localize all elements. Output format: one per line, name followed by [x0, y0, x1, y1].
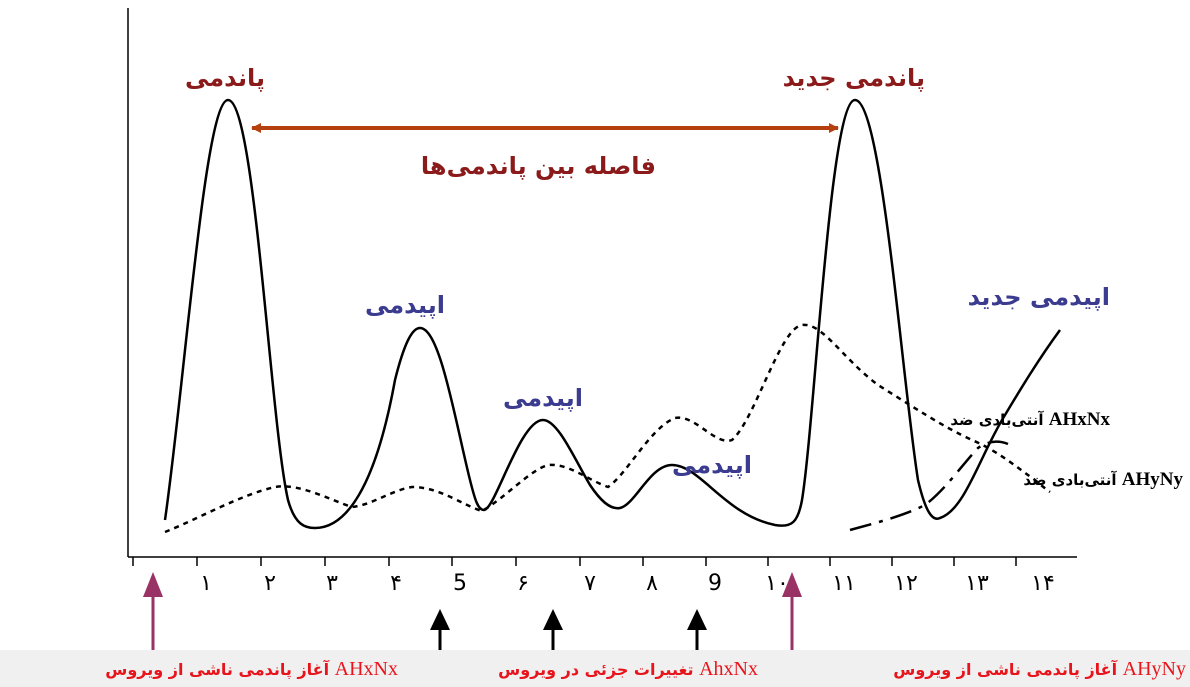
- minor-change-arrow-1: [430, 609, 450, 650]
- incidence-curve: [163, 98, 1062, 530]
- epidemic-label-2: اپیدمی: [503, 384, 583, 412]
- legend-right-code: AHyNy: [1123, 658, 1186, 680]
- legend-middle-code: AhxNx: [699, 658, 758, 680]
- legend-middle: تغییرات جزئی در ویروس AhxNx: [498, 658, 758, 680]
- legend-middle-text: تغییرات جزئی در ویروس: [498, 660, 699, 679]
- legend-left-text: آغاز پاندمی ناشی از ویروس: [105, 659, 334, 680]
- legend-left-code: AHxNx: [335, 658, 398, 680]
- tick-label: ۱۰: [765, 571, 789, 596]
- tick-label: ۲: [264, 571, 276, 596]
- epidemic-label-3: اپیدمی: [672, 451, 752, 479]
- tick-label: ۶: [517, 571, 529, 596]
- tick-label: 9: [708, 571, 722, 596]
- pandemic-start-arrow-y: [782, 572, 802, 650]
- tick-label: ۱۲: [894, 571, 918, 596]
- antibody-y-code: AHyNy: [1122, 469, 1184, 490]
- tick-label: ۷: [584, 571, 596, 596]
- tick-label: ۱۱: [832, 571, 856, 596]
- x-tick-marks: [132, 557, 1017, 566]
- antibody-x-curve: [164, 323, 1051, 534]
- new-pandemic-label: پاندمی جدید: [783, 64, 925, 92]
- tick-label: ۱: [200, 571, 212, 596]
- antibody-y-curve: [849, 440, 1009, 532]
- x-tick-labels: ۱ ۲ ۳ ۴ 5 ۶ ۷ ۸ 9 ۱۰ ۱۱ ۱۲ ۱۳ ۱۴: [200, 571, 1055, 596]
- tick-label: 5: [453, 571, 467, 596]
- antibody-x-label: آنتی‌بادی ضد AHxNx: [950, 409, 1110, 430]
- tick-label: ۸: [646, 571, 658, 596]
- legend-bar: [0, 650, 1190, 687]
- tick-label: ۱۴: [1031, 571, 1055, 596]
- tick-label: ۴: [390, 571, 402, 596]
- antibody-x-prefix: آنتی‌بادی ضد: [950, 411, 1048, 429]
- epidemic-label-1: اپیدمی: [365, 291, 445, 319]
- legend-right: آغاز پاندمی ناشی از ویروس AHyNy: [893, 658, 1186, 680]
- tick-label: ۳: [326, 571, 338, 596]
- tick-label: ۱۳: [965, 571, 989, 596]
- legend-left: آغاز پاندمی ناشی از ویروس AHxNx: [105, 658, 398, 680]
- antibody-y-prefix: آنتی‌بادی ضد: [1023, 471, 1121, 489]
- pandemic-interval-label: فاصله بین پاندمی‌ها: [421, 152, 656, 180]
- antibody-y-label: آنتی‌بادی ضد AHyNy: [1023, 469, 1183, 490]
- pandemic-label: پاندمی: [185, 64, 265, 92]
- new-epidemic-label: اپیدمی جدید: [968, 283, 1110, 311]
- antibody-x-code: AHxNx: [1049, 409, 1111, 430]
- pandemic-start-arrow-x: [143, 572, 163, 650]
- legend-right-text: آغاز پاندمی ناشی از ویروس: [893, 659, 1122, 680]
- minor-change-arrow-3: [687, 609, 707, 650]
- minor-change-arrow-2: [543, 609, 563, 650]
